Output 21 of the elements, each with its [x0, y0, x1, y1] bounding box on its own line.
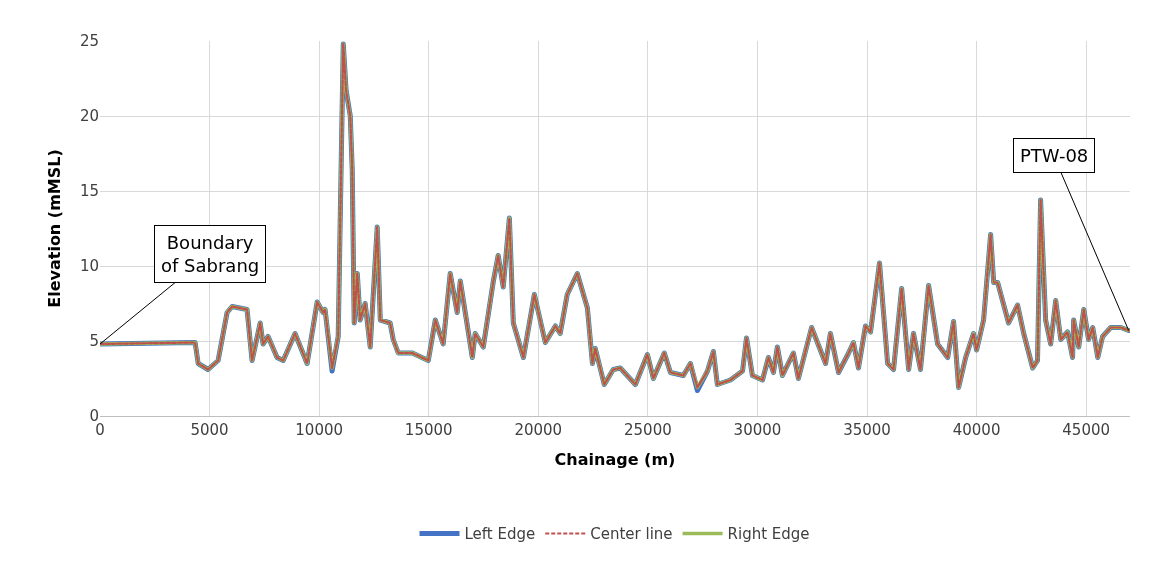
y-tick-label: 10 — [79, 257, 99, 276]
x-tick-label: 5000 — [190, 421, 229, 439]
annotation: Boundary of Sabrang — [161, 232, 260, 277]
x-tick-label: 15000 — [404, 421, 453, 439]
x-tick-label: 35000 — [843, 421, 891, 439]
x-axis-title: Chainage (m) — [554, 449, 676, 469]
legend-label: Right Edge — [727, 525, 810, 544]
y-tick-label: 20 — [79, 107, 99, 126]
y-tick-label: 25 — [79, 32, 99, 51]
x-tick-label: 30000 — [733, 421, 782, 439]
x-tick-label: 40000 — [952, 421, 1001, 439]
legend-label: Left Edge — [464, 525, 536, 544]
y-tick-label: 5 — [89, 332, 99, 351]
y-tick-label: 15 — [79, 182, 99, 201]
y-axis-title: Elevation (mMSL) — [44, 149, 64, 308]
annotation: PTW-08 — [1020, 145, 1089, 166]
x-tick-label: 45000 — [1062, 421, 1111, 439]
legend-label: Center line — [590, 525, 673, 544]
x-tick-label: 25000 — [624, 421, 672, 439]
x-tick-label: 20000 — [514, 421, 563, 439]
x-tick-label: 10000 — [295, 421, 344, 439]
